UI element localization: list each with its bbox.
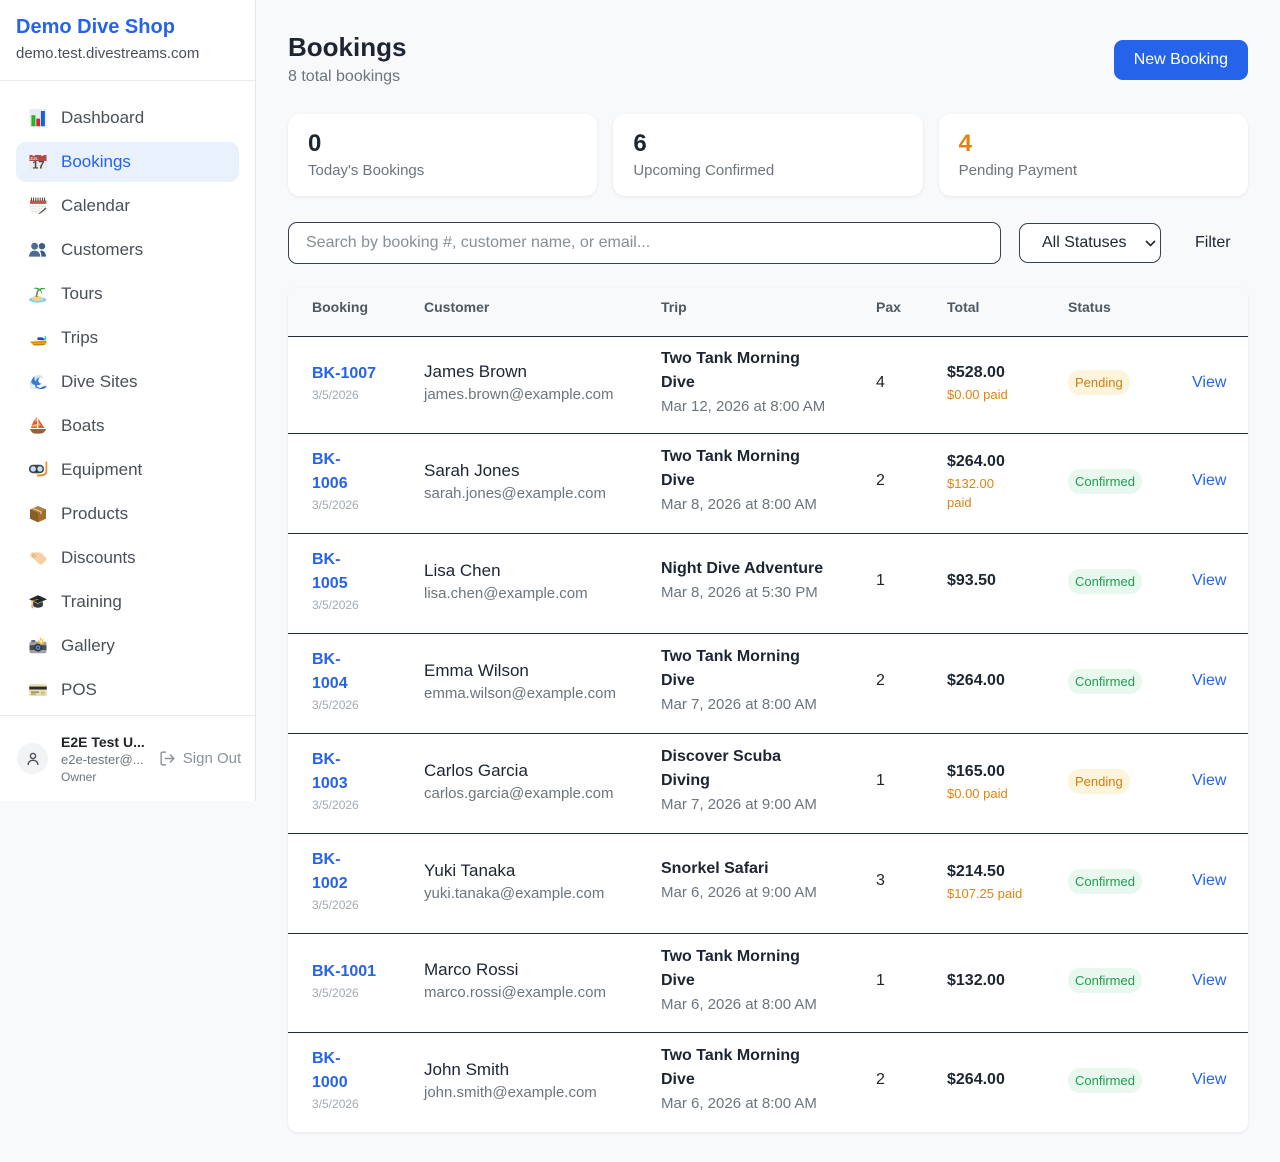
svg-text:17: 17: [32, 160, 44, 172]
svg-text:JUL: JUL: [30, 156, 39, 161]
